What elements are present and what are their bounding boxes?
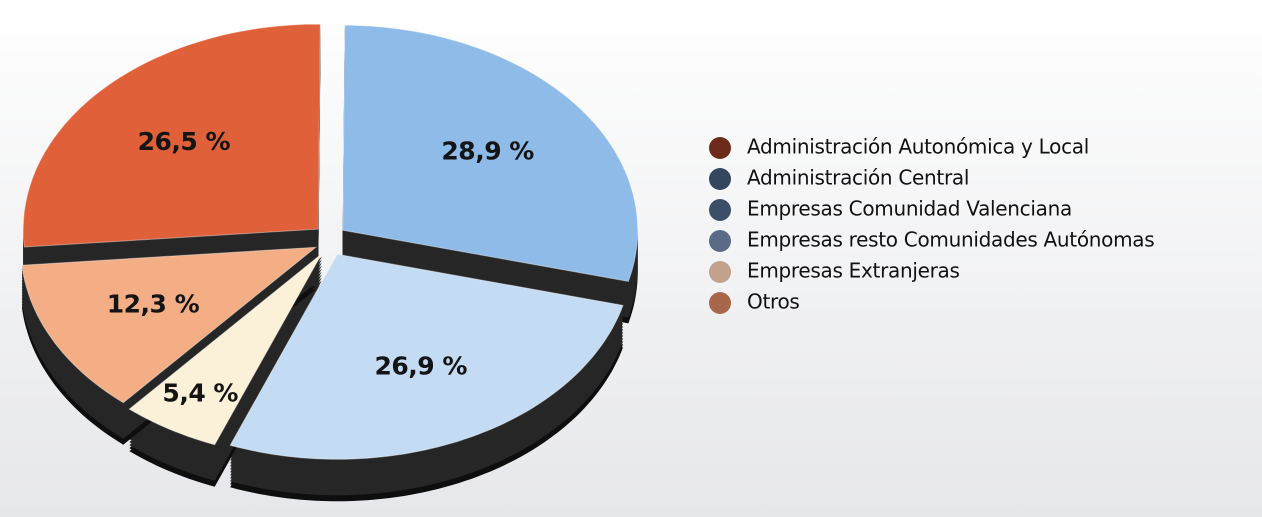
legend-label: Administración Autonómica y Local [747,135,1089,159]
value-label: 26,5 % [138,127,231,156]
legend-swatch [709,137,731,159]
slice [22,23,321,248]
legend-swatch [709,292,731,314]
slice [21,246,318,404]
legend-label: Empresas Comunidad Valenciana [747,197,1072,221]
value-label: 28,9 % [441,137,534,166]
slice [229,253,624,460]
slice [128,253,323,446]
slice [342,24,639,282]
legend-label: Empresas resto Comunidades Autónomas [747,228,1154,252]
legend-swatch [709,230,731,252]
legend-swatch [709,168,731,190]
legend-label: Administración Central [747,166,969,190]
value-label: 26,9 % [375,351,468,380]
legend-label: Empresas Extranjeras [747,259,960,283]
legend-swatch [709,261,731,283]
value-label: 5,4 % [162,378,238,407]
legend-swatch [709,199,731,221]
legend-label: Otros [747,290,800,314]
value-label: 12,3 % [107,289,200,318]
